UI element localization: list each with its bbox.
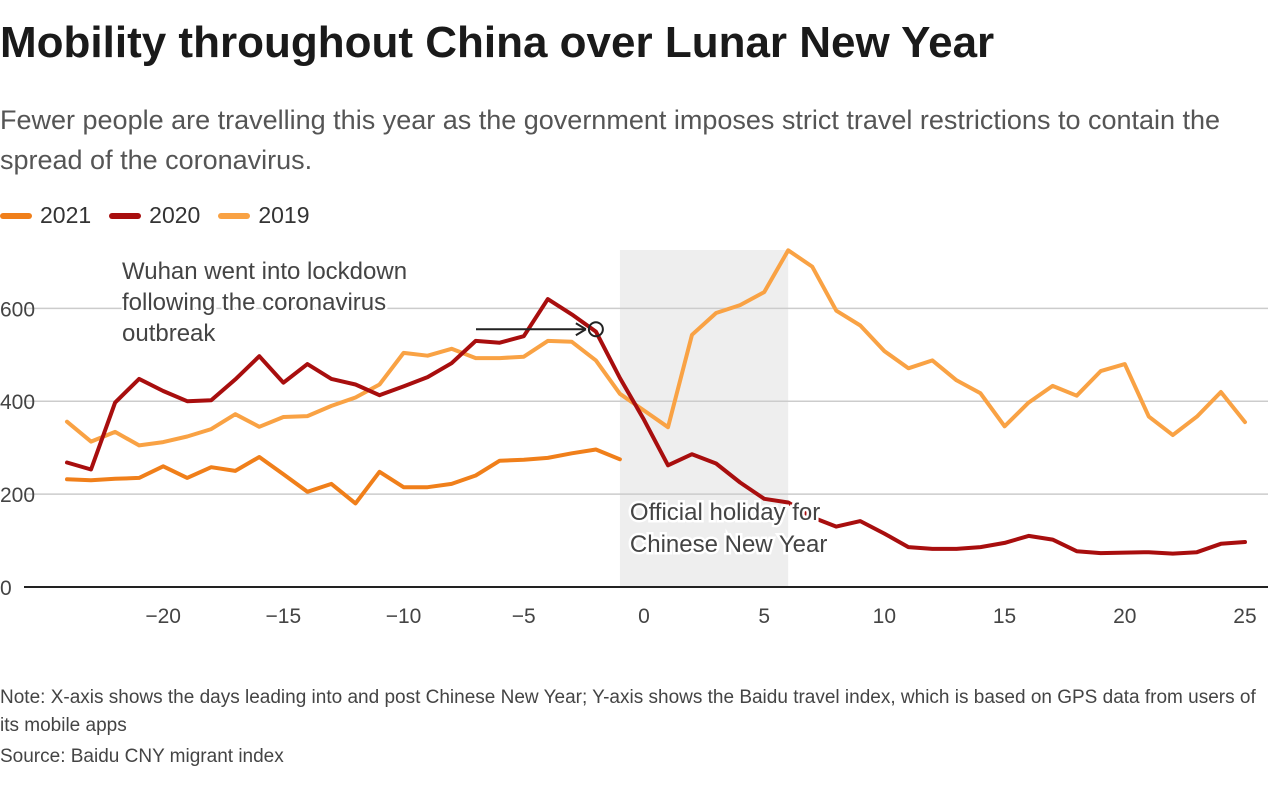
x-tick-label-5: 5 xyxy=(758,605,770,628)
line-chart: 0 200 400 600 −20 −15 −10 −5 0 5 10 15 20 25 Official … xyxy=(0,248,1268,628)
chart-subtitle: Fewer people are travelling this year as… xyxy=(0,105,1221,175)
legend: 2021 2020 2019 xyxy=(0,202,310,229)
chart-note: Note: X-axis shows the days leading into… xyxy=(0,687,1256,736)
y-tick-label-600: 600 xyxy=(0,298,35,321)
annotation-line-2: following the coronavirus xyxy=(122,289,386,316)
series-line-2021 xyxy=(65,447,622,506)
holiday-label-line-1: Official holiday for xyxy=(630,499,820,526)
legend-item-2019: 2019 xyxy=(218,202,310,229)
y-tick-label-200: 200 xyxy=(0,484,35,507)
x-tick-label-15: 15 xyxy=(993,605,1016,628)
x-tick-label-0: 0 xyxy=(638,605,650,628)
annotation-marker xyxy=(587,321,604,338)
annotation-arrow-head xyxy=(575,322,587,337)
x-tick-label--15: −15 xyxy=(266,605,302,628)
x-tick-label-20: 20 xyxy=(1113,605,1136,628)
holiday-label-line-2: Chinese New Year xyxy=(630,531,827,558)
legend-item-2021: 2021 xyxy=(0,202,91,229)
annotation-line-1: Wuhan went into lockdown xyxy=(122,258,407,285)
series-line-2019 xyxy=(65,248,1247,448)
legend-swatch-2021 xyxy=(0,212,32,219)
legend-swatch-2020 xyxy=(109,212,142,219)
legend-label-2021: 2021 xyxy=(40,202,92,228)
series-line-2020 xyxy=(65,297,1247,556)
legend-swatch-2019 xyxy=(218,212,251,219)
chart-title: Mobility throughout China over Lunar New… xyxy=(0,18,995,67)
x-tick-label--5: −5 xyxy=(512,605,536,628)
chart-source: Source: Baidu CNY migrant index xyxy=(0,746,284,767)
holiday-band xyxy=(619,250,789,587)
y-tick-label-0: 0 xyxy=(0,577,12,600)
x-tick-label--20: −20 xyxy=(145,605,181,628)
y-tick-label-400: 400 xyxy=(0,391,35,414)
x-tick-label-25: 25 xyxy=(1233,605,1256,628)
x-tick-label-10: 10 xyxy=(873,605,896,628)
x-tick-label--10: −10 xyxy=(386,605,422,628)
legend-label-2019: 2019 xyxy=(258,202,310,228)
legend-label-2020: 2020 xyxy=(149,202,201,228)
legend-item-2020: 2020 xyxy=(109,202,200,229)
annotation-line-3: outbreak xyxy=(122,320,216,347)
